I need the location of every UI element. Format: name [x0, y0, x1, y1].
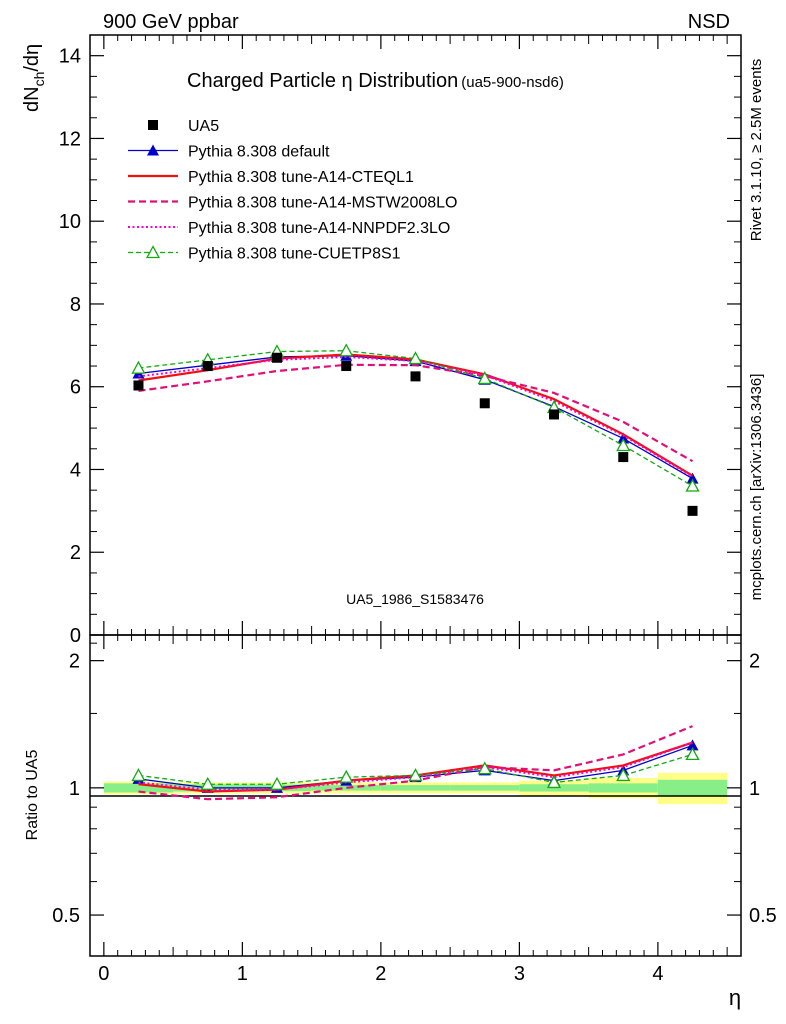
data-marker [618, 452, 629, 463]
open-triangle-marker [546, 775, 562, 789]
series-line [138, 350, 693, 487]
chart-title: Charged Particle η Distribution (ua5-900-… [187, 70, 564, 92]
ratio-ticks: 0.5 0.5 1 1 2 2 [52, 635, 777, 957]
y-tick-label: 12 [59, 128, 81, 150]
ratio-line [138, 753, 693, 785]
open-triangle-marker [477, 761, 492, 775]
ratio-tick-label-right: 0.5 [749, 905, 777, 927]
open-triangle-marker [616, 438, 631, 452]
triangle-marker [686, 739, 699, 751]
open-triangle-marker [339, 343, 354, 357]
x-tick-label: 1 [237, 963, 248, 985]
open-triangle-marker [131, 768, 146, 782]
x-tick-label: 2 [375, 963, 386, 985]
data-marker [410, 371, 421, 382]
series-3 [138, 363, 694, 463]
stat-uncertainty-band [380, 785, 451, 791]
y-axis-label: dNch/dη [21, 44, 47, 112]
open-triangle-marker [339, 769, 354, 783]
x-tick-labels: 0 1 2 3 4 [98, 963, 663, 985]
x-tick-label: 0 [98, 963, 109, 985]
main-series [131, 343, 700, 516]
y-tick-label: 10 [59, 211, 81, 233]
open-triangle-marker [408, 351, 423, 365]
legend-label: UA5 [188, 118, 219, 135]
ratio-tick-label-right: 1 [749, 778, 760, 800]
series-line [138, 355, 694, 478]
ratio-tick-label-left: 2 [69, 651, 80, 673]
triangle-marker [147, 144, 159, 156]
y-tick-label: 2 [70, 542, 81, 564]
main-ticks: 0 2 4 6 8 10 12 14 [59, 35, 741, 647]
header-right-label: NSD [688, 11, 730, 33]
ratio-tick-label-left: 0.5 [52, 905, 80, 927]
data-marker [549, 409, 560, 420]
data-marker [148, 120, 158, 130]
series-1 [132, 349, 699, 484]
data-marker [687, 505, 698, 516]
ratio-series [131, 725, 700, 801]
data-marker [479, 398, 490, 409]
ratio-tick-label-left: 1 [69, 778, 80, 800]
y-tick-label: 8 [70, 294, 81, 316]
stat-uncertainty-band [450, 785, 520, 791]
watermark: UA5_1986_S1583476 [346, 591, 484, 607]
legend-label: Pythia 8.308 default [188, 144, 330, 161]
legend-label: Pythia 8.308 tune-A14-CTEQL1 [188, 169, 414, 186]
legend-label: Pythia 8.308 tune-A14-MSTW2008LO [188, 195, 457, 212]
data-marker [341, 361, 352, 372]
x-tick-label: 4 [652, 963, 663, 985]
open-triangle-marker [477, 371, 492, 385]
legend: UA5 Pythia 8.308 default Pythia 8.308 tune… [128, 118, 457, 263]
x-tick-label: 3 [514, 963, 525, 985]
rivet-label: Rivet 3.1.10, ≥ 2.5M events [748, 59, 765, 242]
ratio-y-label: Ratio to UA5 [24, 750, 41, 841]
triangle-marker [617, 432, 630, 444]
ratio-frame [89, 634, 742, 957]
open-triangle-marker [616, 768, 631, 782]
open-triangle-marker [408, 768, 423, 782]
y-tick-label: 6 [70, 377, 81, 399]
x-axis-label: η [729, 985, 741, 1010]
stat-uncertainty-band [103, 783, 174, 793]
data-marker [133, 380, 144, 391]
data-marker [202, 361, 213, 372]
ratio-line [138, 741, 693, 791]
open-triangle-marker [145, 245, 161, 259]
series-0 [133, 352, 698, 516]
stat-uncertainty-band [657, 779, 728, 797]
open-triangle-marker [200, 776, 215, 790]
y-tick-label: 14 [59, 46, 81, 68]
mcplots-label: mcplots.cern.ch [arXiv:1306.3436] [748, 374, 765, 601]
open-triangle-marker [685, 747, 700, 761]
open-triangle-marker [131, 360, 146, 374]
legend-label: Pythia 8.308 tune-A14-NNPDF2.3LO [188, 220, 450, 237]
triangle-marker [686, 472, 699, 484]
data-marker [271, 352, 282, 363]
main-panel: 0 2 4 6 8 10 12 14 Charged Particle η Distribut… [21, 34, 742, 647]
series-4 [138, 355, 694, 478]
open-triangle-marker [685, 478, 700, 492]
ratio-panel: 0.5 0.5 1 1 2 2 Ratio to UA5 0 1 2 3 4 η [24, 634, 777, 1010]
ratio-series-3 [138, 741, 693, 791]
open-triangle-marker [269, 776, 285, 790]
ratio-tick-label-right: 2 [749, 651, 760, 673]
legend-label: Pythia 8.308 tune-CUETP8S1 [188, 246, 401, 263]
stat-uncertainty-band [588, 783, 658, 793]
stat-uncertainty-band [311, 785, 381, 791]
y-tick-label: 4 [70, 459, 81, 481]
y-tick-label: 0 [70, 625, 81, 647]
ratio-series-4 [131, 747, 700, 790]
series-line [138, 363, 694, 463]
header-left-label: 900 GeV ppbar [103, 11, 239, 33]
